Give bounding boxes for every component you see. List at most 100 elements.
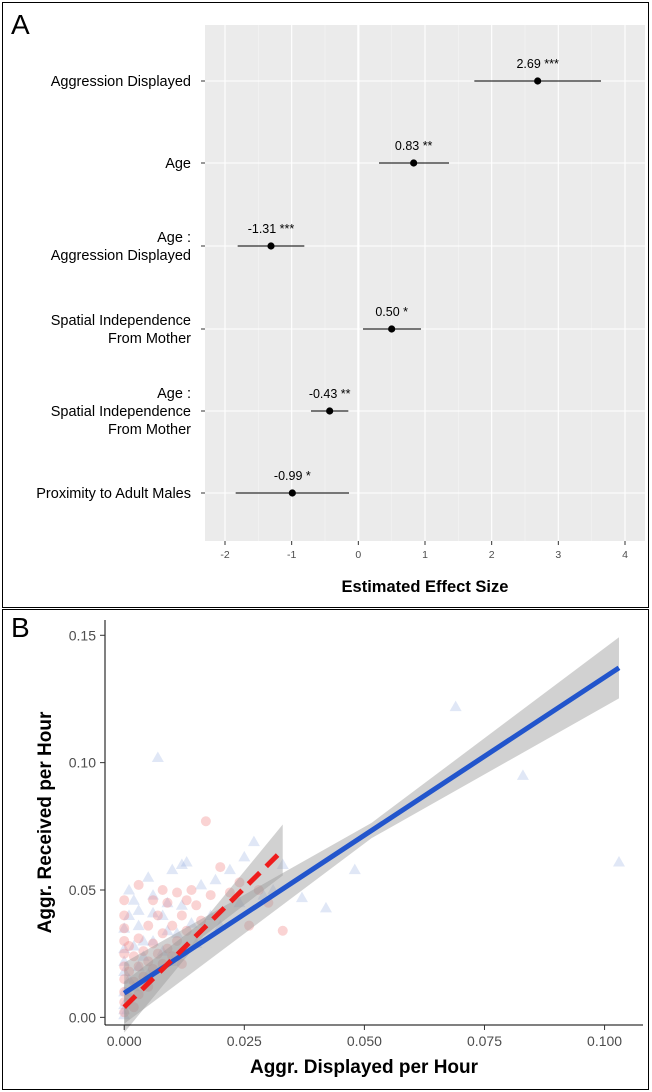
data-point-circle <box>124 966 135 977</box>
data-point-triangle <box>123 973 136 984</box>
y-tick-label: 0.10 <box>69 755 96 771</box>
x-tick-label: 0.025 <box>227 1033 262 1049</box>
data-point-triangle <box>348 863 361 875</box>
data-point-circle <box>200 816 211 827</box>
data-point-triangle <box>127 894 140 905</box>
data-point-triangle <box>118 1003 131 1015</box>
data-point-triangle <box>185 917 198 928</box>
x-axis-title: Estimated Effect Size <box>342 578 509 596</box>
term-label: Proximity to Adult Males <box>36 486 191 502</box>
estimate-point <box>267 242 275 250</box>
data-point-circle <box>181 895 192 906</box>
estimate-annotation: -0.99 * <box>274 469 311 483</box>
data-point-circle <box>253 885 264 895</box>
term-label: From Mother <box>108 331 191 347</box>
data-point-triangle <box>151 751 164 763</box>
data-point-circle <box>148 895 159 906</box>
data-point-triangle <box>137 950 150 961</box>
data-point-triangle <box>209 873 222 885</box>
data-point-circle <box>277 925 288 936</box>
data-point-circle <box>119 895 130 906</box>
data-point-triangle <box>118 955 131 966</box>
data-point-triangle <box>147 906 160 918</box>
fit-line-solid <box>122 665 621 996</box>
term-label: Spatial Independence <box>51 313 191 329</box>
y-tick-label: 0.00 <box>69 1009 96 1025</box>
data-point-circle <box>157 885 168 895</box>
panel-b-label: B <box>11 612 30 643</box>
estimate-point <box>534 77 542 85</box>
data-point-triangle <box>123 884 136 895</box>
data-point-circle <box>119 948 130 959</box>
data-point-triangle <box>233 896 246 908</box>
data-point-triangle <box>175 899 188 910</box>
estimate-point <box>388 325 396 333</box>
data-point-circle <box>176 910 187 921</box>
data-point-triangle <box>180 855 193 867</box>
data-point-circle <box>162 897 173 908</box>
data-point-circle <box>172 935 183 946</box>
data-point-triangle <box>132 904 145 915</box>
data-point-triangle <box>166 863 179 875</box>
x-tick-label: 3 <box>555 549 561 561</box>
data-point-circle <box>176 958 187 969</box>
data-point-triangle <box>171 927 184 938</box>
data-point-circle <box>128 1002 139 1013</box>
data-point-triangle <box>161 896 174 908</box>
estimate-annotation: -1.31 *** <box>248 222 295 236</box>
x-tick-label: -1 <box>287 549 296 561</box>
data-point-triangle <box>223 863 236 875</box>
data-point-triangle <box>449 700 462 712</box>
data-point-circle <box>143 956 154 967</box>
data-point-circle <box>224 887 235 898</box>
data-point-triangle <box>319 901 332 913</box>
estimate-point <box>288 489 296 497</box>
term-label: From Mother <box>108 422 191 438</box>
data-point-triangle <box>127 940 140 951</box>
y-axis-title: Aggr. Received per Hour <box>35 711 56 933</box>
data-point-circle <box>143 920 154 931</box>
scatter-plot: 0.000 0.025 0.050 0.075 0.100 0.00 0.05 0.10 0.1… <box>35 620 643 1078</box>
data-point-circle <box>133 879 144 890</box>
term-label: Spatial Independence <box>51 404 191 420</box>
data-point-circle <box>162 943 173 954</box>
data-point-circle <box>172 887 183 898</box>
panel-a: A Aggression Displayed 2.69 *** Age 0.83 **… <box>2 2 649 608</box>
data-point-triangle <box>118 1008 131 1020</box>
data-point-triangle <box>195 878 208 890</box>
x-axis-title: Aggr. Displayed per Hour <box>250 1057 479 1078</box>
data-point-triangle <box>156 945 169 956</box>
data-point-circle <box>152 910 163 921</box>
x-tick-label: 0.075 <box>467 1033 502 1049</box>
y-tick-label: 0.15 <box>69 627 96 643</box>
data-point-triangle <box>247 835 260 847</box>
x-tick-label: 0.050 <box>347 1033 382 1049</box>
term-label: Age : <box>157 230 191 246</box>
data-point-circle <box>186 885 197 895</box>
data-point-triangle <box>516 769 529 780</box>
estimate-point <box>326 407 334 415</box>
data-point-circle <box>234 877 245 888</box>
data-point-circle <box>119 974 130 985</box>
data-point-circle <box>205 890 216 901</box>
estimate-annotation: -0.43 ** <box>309 387 351 401</box>
x-tick-label: -2 <box>220 549 229 561</box>
term-label: Aggression Displayed <box>51 74 191 90</box>
x-tick-label: 4 <box>622 549 628 561</box>
estimate-annotation: 0.50 * <box>375 305 408 319</box>
term-label: Aggression Displayed <box>51 248 191 264</box>
data-point-triangle <box>118 965 131 977</box>
data-point-circle <box>191 900 202 911</box>
panel-b: B 0.000 0.025 0.050 0.075 0.100 0.00 0.05 0.10 0… <box>2 609 649 1090</box>
estimate-annotation: 2.69 *** <box>516 57 559 71</box>
estimate-point <box>410 159 418 167</box>
data-point-triangle <box>238 850 251 862</box>
data-point-triangle <box>123 909 136 920</box>
data-point-triangle <box>295 891 308 903</box>
x-tick-label: 0.000 <box>107 1033 142 1049</box>
data-point-circle <box>119 961 130 972</box>
data-point-circle <box>244 920 255 931</box>
data-point-circle <box>181 925 192 936</box>
data-point-circle <box>133 961 144 972</box>
data-point-triangle <box>142 871 155 882</box>
